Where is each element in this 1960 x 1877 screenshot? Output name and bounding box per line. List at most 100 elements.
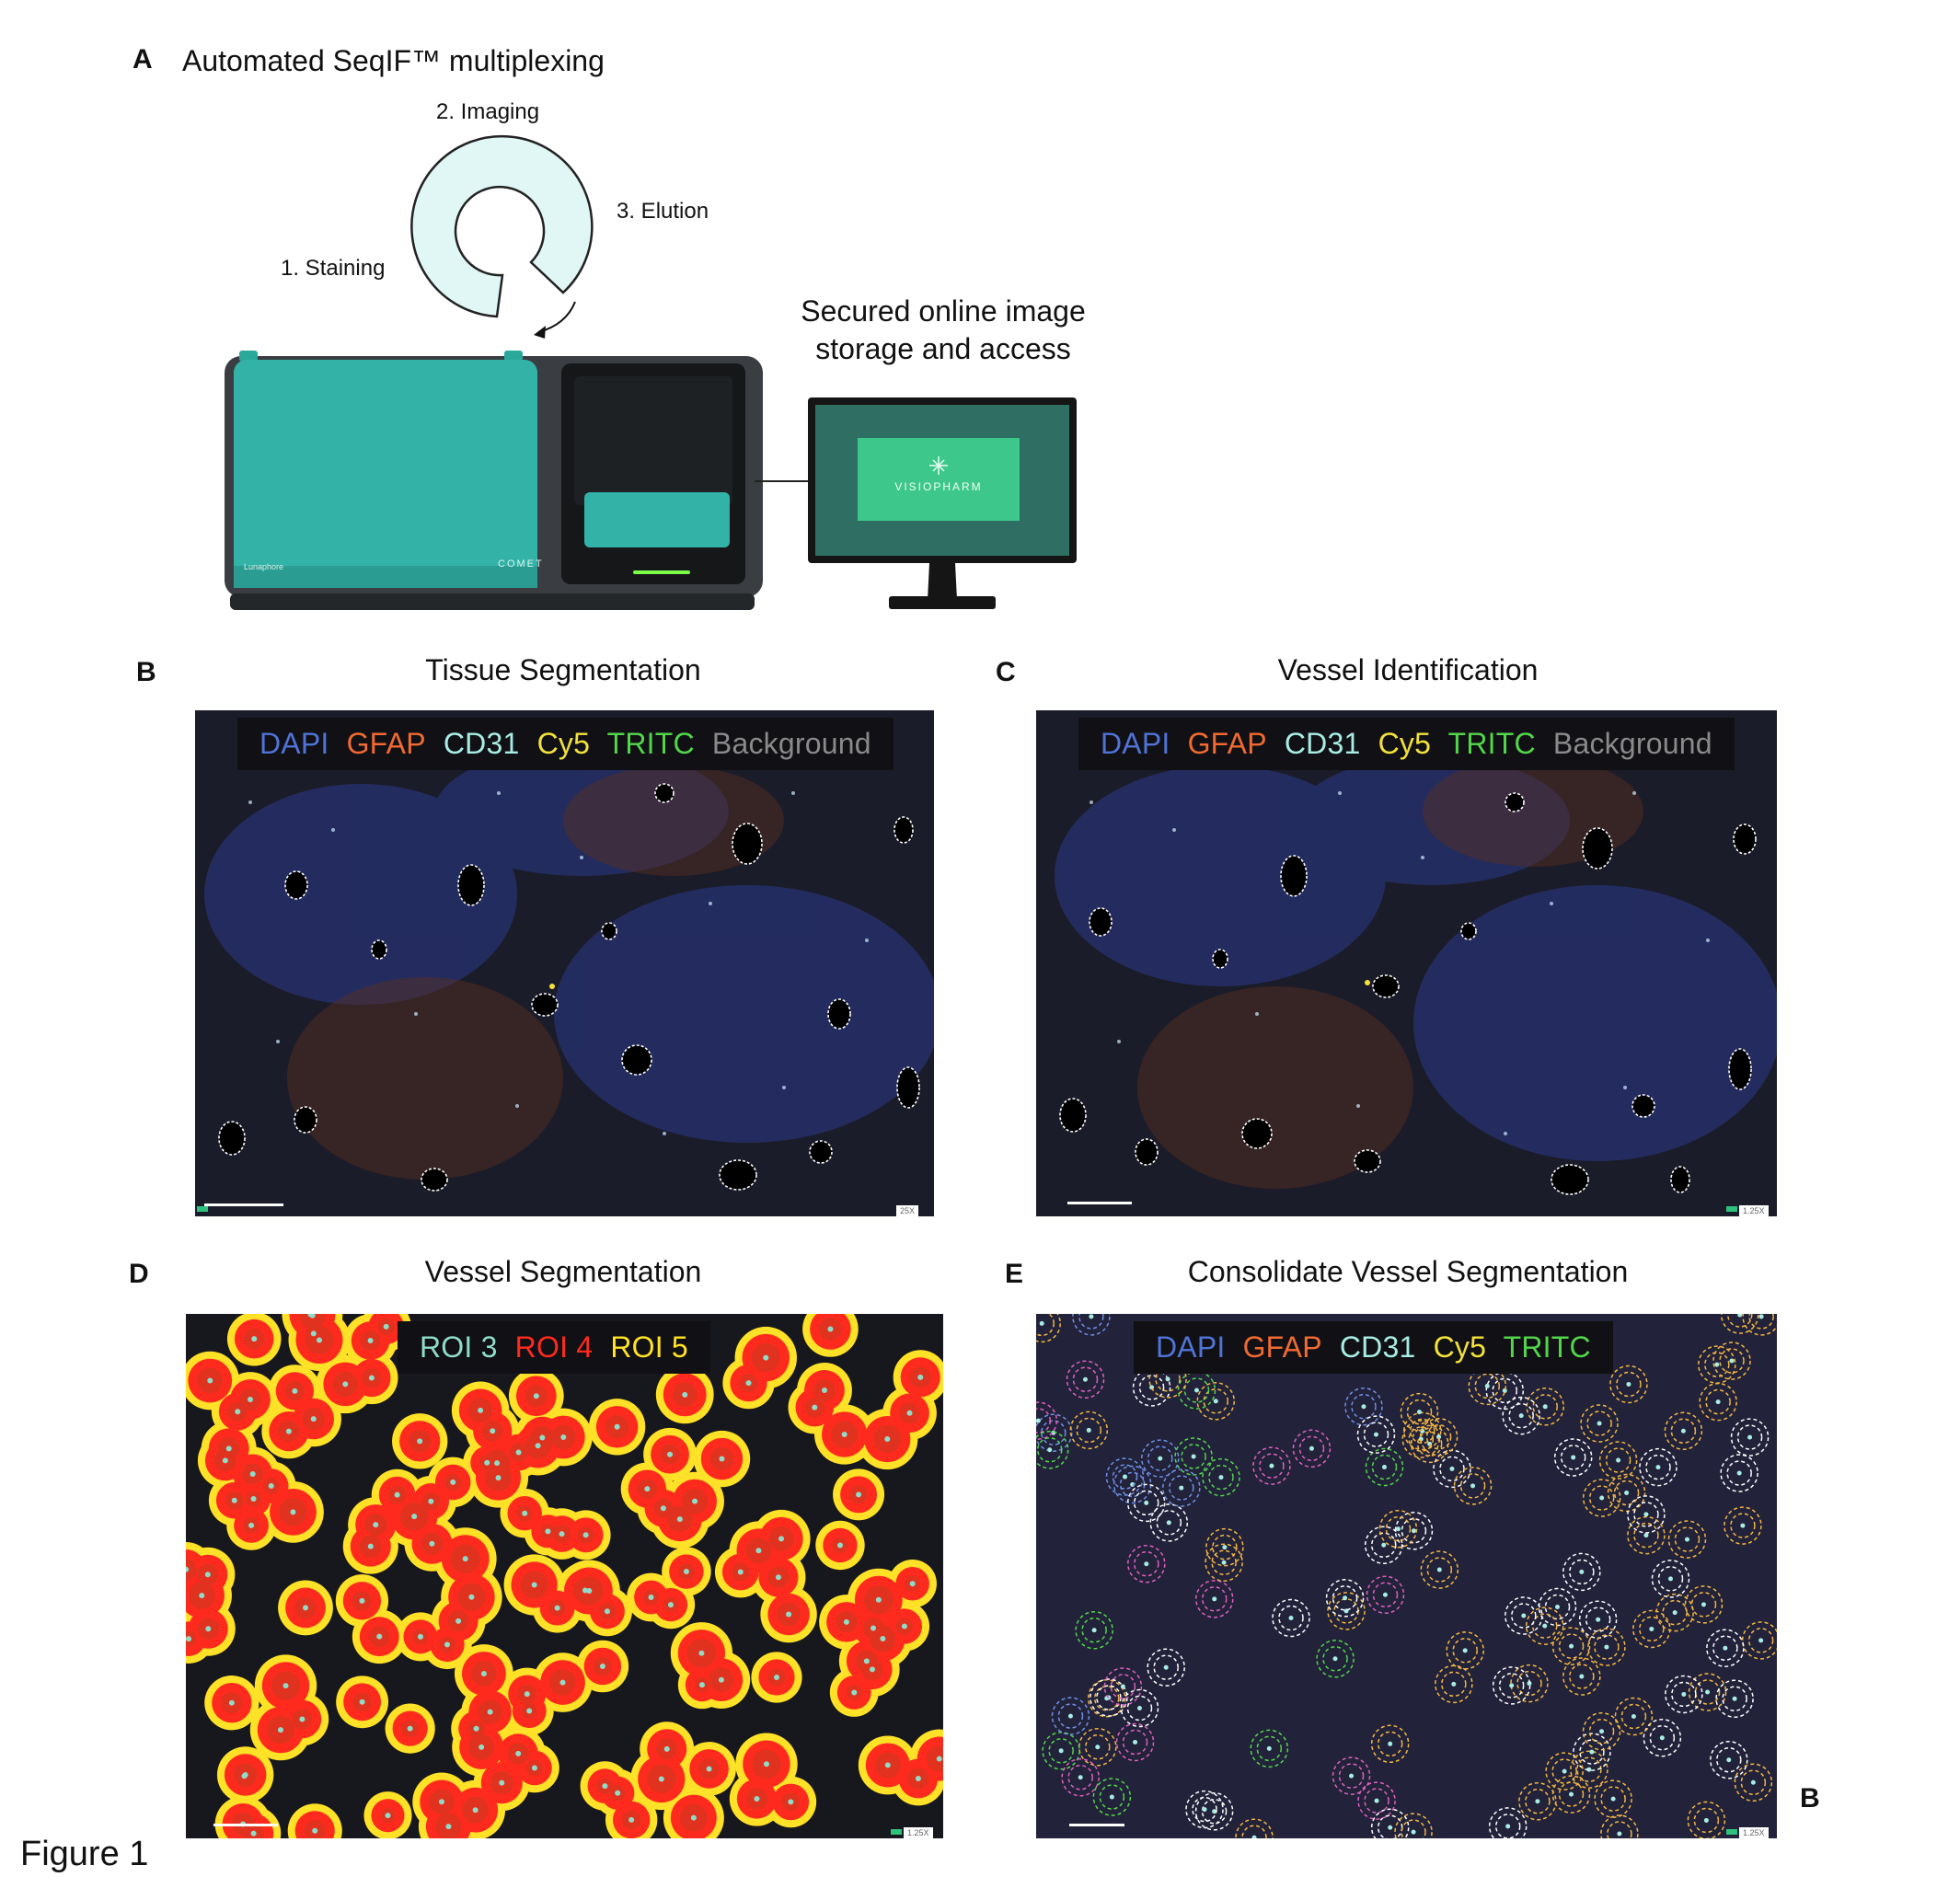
roi-vessel-core xyxy=(367,1543,374,1549)
vessel-core xyxy=(1505,1824,1511,1829)
vessel-ring xyxy=(1747,1628,1774,1653)
roi-vessel-core xyxy=(204,1572,211,1578)
legend-gfap: GFAP xyxy=(346,727,426,760)
vessel-core xyxy=(1509,1683,1515,1688)
vessel-core xyxy=(1091,1628,1097,1633)
cycle-ring xyxy=(410,134,594,318)
vessel-ring xyxy=(1598,1441,1638,1480)
roi-vessel-core xyxy=(383,1323,389,1330)
vessel-core xyxy=(1202,1807,1207,1813)
vessel-ring xyxy=(1726,1460,1752,1486)
vessel-core xyxy=(1729,1358,1735,1364)
side-letter: B xyxy=(1800,1783,1820,1814)
vessel-core xyxy=(1058,1748,1064,1754)
vessel-ring xyxy=(1710,1740,1748,1779)
legend-tritc: TRITC xyxy=(606,727,695,760)
vessel-ring xyxy=(1036,1314,1061,1343)
vessel-ring xyxy=(1169,1475,1194,1501)
roi-vessel-core xyxy=(559,1679,566,1686)
vessel-ring xyxy=(1551,1627,1591,1665)
roi-vessel-core xyxy=(531,1582,537,1588)
roi-vessel-core xyxy=(317,1337,323,1343)
roi-vessel-core xyxy=(480,1670,487,1676)
vessel-core xyxy=(1411,1829,1416,1835)
cycle-ring-diagram xyxy=(410,134,594,339)
vessel-core xyxy=(1597,1421,1602,1426)
vessel-ring xyxy=(1061,1758,1100,1797)
vessel-ring xyxy=(1742,1314,1777,1336)
vessel-ring xyxy=(1459,1473,1486,1499)
vessel-core xyxy=(1701,1602,1706,1607)
vessel-core xyxy=(1484,1383,1490,1388)
vessel-ring xyxy=(1511,1603,1537,1629)
roi-vessel-core xyxy=(706,1766,712,1772)
vessel-core xyxy=(1213,1399,1218,1404)
vessel-ring xyxy=(1372,1582,1399,1608)
legend-roi-3: ROI 3 xyxy=(420,1330,498,1364)
roi-vessel-core xyxy=(599,1663,605,1669)
figure-label: Figure 1 xyxy=(20,1835,149,1873)
roi-vessel-core xyxy=(494,1460,501,1467)
vessel-core xyxy=(1624,1490,1630,1495)
vessel-ring xyxy=(1316,1640,1355,1678)
vessel-ring xyxy=(1042,1732,1080,1770)
vessel-ring xyxy=(1072,1314,1111,1336)
vessel-core xyxy=(1740,1523,1746,1528)
vessel-core xyxy=(1655,1465,1661,1470)
vessel-ring xyxy=(1633,1502,1659,1527)
legend-background: Background xyxy=(711,727,871,760)
roi-vessel-core xyxy=(843,1618,849,1625)
vessel-core xyxy=(1221,1560,1227,1565)
roi-vessel-core xyxy=(841,1432,847,1438)
vessel-core xyxy=(1288,1616,1294,1621)
vessel-ring xyxy=(1505,1596,1543,1635)
roi-vessel-core xyxy=(531,1765,537,1771)
vessel-ring xyxy=(1401,1819,1426,1838)
vessel-ring xyxy=(1133,1490,1159,1516)
vessel-core xyxy=(1416,1410,1422,1415)
roi-vessel-core xyxy=(487,1709,493,1715)
vessel-core xyxy=(1554,1605,1560,1610)
roi-vessel-core xyxy=(856,1491,862,1498)
roi-vessel-core xyxy=(667,1451,674,1457)
vessel-ring xyxy=(1181,1444,1206,1469)
panel-d-roi-legend: ROI 3 ROI 4 ROI 5 xyxy=(398,1321,710,1374)
vessel-core xyxy=(1166,1520,1171,1526)
panel-b-channel-legend: DAPI GFAP CD31 Cy5 TRITC Background xyxy=(237,718,894,770)
vessel-ring xyxy=(1600,1786,1626,1812)
roi-vessel-core xyxy=(490,1428,496,1434)
vessel-core xyxy=(1158,1456,1163,1461)
roi-vessel-core xyxy=(875,1596,882,1603)
instrument-brand: Lunaphore xyxy=(244,562,284,571)
roi-vessel-core xyxy=(698,1650,705,1656)
vessel-ring xyxy=(1069,1411,1109,1450)
vessel-ring xyxy=(1155,1366,1181,1392)
vessel-ring xyxy=(1322,1646,1348,1672)
roi-vessel-core xyxy=(342,1381,349,1388)
vessel-core xyxy=(1569,1643,1574,1649)
vessel-ring xyxy=(1569,1664,1595,1689)
vessel-core xyxy=(1643,1512,1649,1517)
roi-vessel-core xyxy=(870,1625,877,1631)
vessel-core xyxy=(1596,1617,1601,1622)
connection-cable xyxy=(755,480,808,482)
vessel-core xyxy=(1579,1569,1585,1574)
instrument-model: COMET xyxy=(498,558,544,570)
roi-vessel-core xyxy=(615,1790,621,1796)
vessel-ring xyxy=(1684,1585,1724,1624)
vessel-ring xyxy=(1252,1446,1291,1485)
roi-vessel-core xyxy=(231,1497,237,1503)
legend-cy5: Cy5 xyxy=(1433,1330,1487,1364)
vessel-ring xyxy=(1674,1526,1701,1552)
roi-vessel-core xyxy=(545,1528,551,1535)
vessel-ring xyxy=(1545,1752,1584,1791)
roi-vessel-core xyxy=(499,1779,505,1786)
vessel-ring xyxy=(1126,1695,1153,1722)
vessel-ring xyxy=(1720,1454,1758,1492)
vessel-ring xyxy=(1194,1792,1234,1831)
vessel-ring xyxy=(1741,1621,1777,1660)
vessel-ring xyxy=(1594,1779,1632,1818)
vessel-ring xyxy=(1662,1599,1688,1626)
vessel-core xyxy=(1542,1623,1548,1629)
roi-vessel-core xyxy=(755,1548,762,1554)
